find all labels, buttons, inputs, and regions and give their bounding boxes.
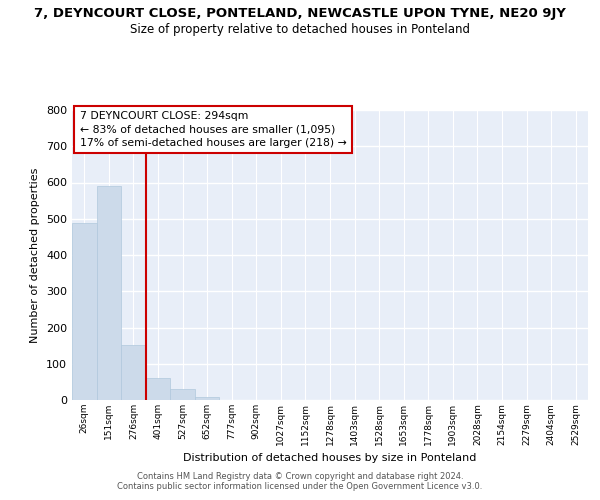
Text: 7, DEYNCOURT CLOSE, PONTELAND, NEWCASTLE UPON TYNE, NE20 9JY: 7, DEYNCOURT CLOSE, PONTELAND, NEWCASTLE… [34,8,566,20]
Bar [121,345,146,400]
Bar [170,389,195,400]
X-axis label: Distribution of detached houses by size in Ponteland: Distribution of detached houses by size … [184,453,476,463]
Text: Contains public sector information licensed under the Open Government Licence v3: Contains public sector information licen… [118,482,482,491]
Y-axis label: Number of detached properties: Number of detached properties [31,168,40,342]
Bar [146,378,170,400]
Bar [195,397,220,400]
Text: Contains HM Land Registry data © Crown copyright and database right 2024.: Contains HM Land Registry data © Crown c… [137,472,463,481]
Text: 7 DEYNCOURT CLOSE: 294sqm
← 83% of detached houses are smaller (1,095)
17% of se: 7 DEYNCOURT CLOSE: 294sqm ← 83% of detac… [80,112,346,148]
Bar [72,224,97,400]
Text: Size of property relative to detached houses in Ponteland: Size of property relative to detached ho… [130,22,470,36]
Bar [97,186,121,400]
